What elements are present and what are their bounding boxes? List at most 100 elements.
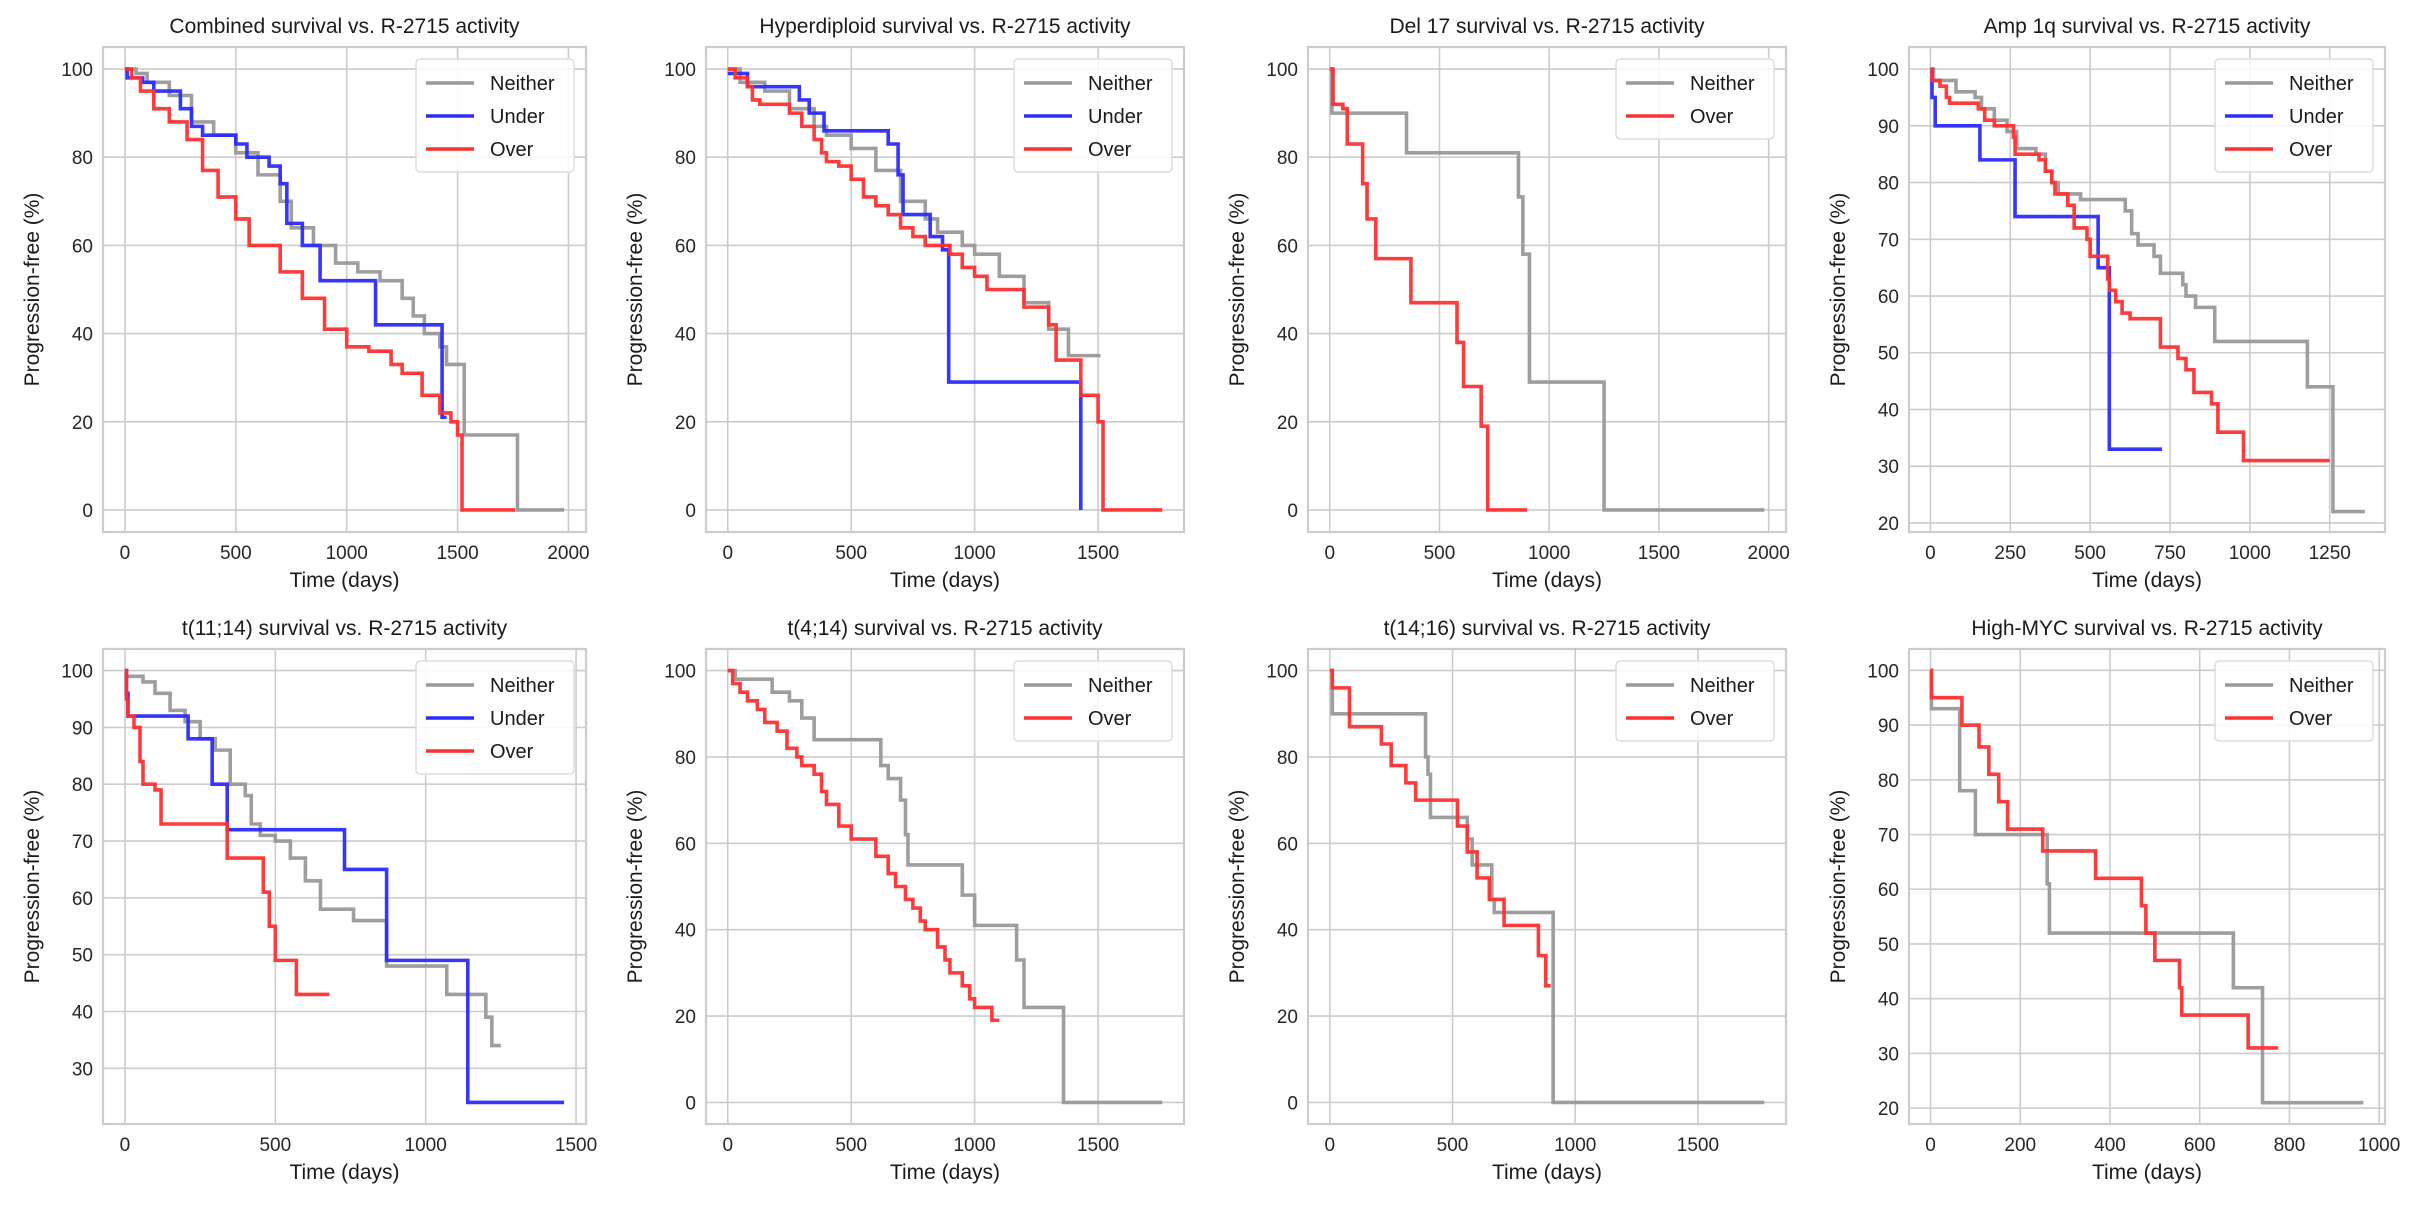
y-tick-label: 90 — [72, 718, 93, 739]
legend-box — [2214, 660, 2374, 742]
y-tick-label: 20 — [1277, 1007, 1298, 1028]
x-axis-label: Time (days) — [289, 569, 399, 592]
axes-frame — [101, 45, 588, 534]
y-axis-label: Progression-free (%) — [624, 193, 647, 387]
series-line-neither — [1930, 67, 2365, 514]
x-axis-label: Time (days) — [1492, 569, 1602, 592]
y-tick-label: 20 — [1277, 413, 1298, 434]
y-tick-label: 60 — [72, 889, 93, 910]
x-tick-label: 0 — [120, 543, 131, 564]
series-line-neither — [727, 668, 1163, 1105]
axes-frame — [704, 45, 1186, 534]
x-tick-label: 2000 — [1748, 543, 1790, 564]
y-tick-label: 100 — [61, 60, 93, 81]
series-line-under — [727, 71, 1083, 510]
x-tick-label: 1500 — [1077, 1135, 1119, 1156]
legend-box — [415, 58, 575, 173]
axes-frame — [1306, 45, 1788, 534]
legend-box — [1013, 58, 1173, 173]
series-line-over — [727, 668, 1000, 1023]
y-tick-label: 40 — [72, 1003, 93, 1024]
subplot-5: 0 500 1000 1500 30 40 50 60 70 80 90 100 t(11;14) su… — [21, 617, 597, 1184]
y-tick-label: 60 — [72, 236, 93, 257]
y-tick-label: 80 — [675, 148, 696, 169]
y-tick-label: 40 — [675, 325, 696, 346]
x-tick-label: 500 — [259, 1135, 291, 1156]
legend: Neither Under Over — [415, 58, 575, 173]
y-tick-label: 40 — [1277, 921, 1298, 942]
y-tick-label: 30 — [72, 1059, 93, 1080]
x-tick-label: 1500 — [1638, 543, 1680, 564]
y-tick-label: 100 — [664, 662, 696, 683]
y-axis-label: Progression-free (%) — [1827, 193, 1850, 387]
y-axis-label: Progression-free (%) — [624, 790, 647, 984]
y-tick-label: 20 — [675, 1007, 696, 1028]
x-tick-label: 600 — [2184, 1135, 2216, 1156]
y-tick-label: 100 — [1266, 60, 1298, 81]
x-tick-label: 1000 — [953, 543, 995, 564]
legend-label: Neither — [1088, 675, 1153, 697]
x-axis-label: Time (days) — [890, 569, 1000, 592]
y-tick-label: 40 — [72, 325, 93, 346]
legend-label: Under — [1088, 106, 1143, 128]
x-tick-label: 800 — [2274, 1135, 2306, 1156]
axes-frame — [1306, 647, 1788, 1126]
legend-label: Under — [490, 106, 545, 128]
y-tick-label: 80 — [72, 775, 93, 796]
y-tick-label: 80 — [1878, 174, 1899, 195]
x-tick-label: 0 — [1925, 1135, 1936, 1156]
chart-title: Hyperdiploid survival vs. R-2715 activit… — [759, 15, 1131, 38]
axes-frame — [1907, 45, 2387, 534]
y-tick-label: 70 — [72, 832, 93, 853]
y-tick-label: 60 — [675, 236, 696, 257]
x-tick-label: 1000 — [953, 1135, 995, 1156]
x-tick-label: 400 — [2094, 1135, 2126, 1156]
x-tick-label: 1500 — [436, 543, 478, 564]
legend-label: Over — [1088, 139, 1132, 161]
y-tick-label: 20 — [72, 413, 93, 434]
chart-title: Amp 1q survival vs. R-2715 activity — [1984, 15, 2311, 38]
legend-label: Neither — [2289, 73, 2354, 95]
x-tick-label: 1000 — [2358, 1135, 2400, 1156]
x-tick-label: 500 — [220, 543, 252, 564]
x-tick-label: 0 — [722, 1135, 733, 1156]
legend: Neither Under Over — [1013, 58, 1173, 173]
y-axis-label: Progression-free (%) — [21, 790, 44, 984]
y-tick-label: 30 — [1878, 457, 1899, 478]
y-tick-label: 30 — [1878, 1044, 1899, 1065]
x-axis-label: Time (days) — [2092, 1161, 2202, 1184]
axes-frame — [704, 647, 1186, 1126]
y-tick-label: 70 — [1878, 826, 1899, 847]
series-line-over — [1329, 668, 1551, 988]
series-line-under — [124, 67, 447, 420]
y-tick-label: 0 — [82, 501, 93, 522]
y-axis-label: Progression-free (%) — [21, 193, 44, 387]
y-tick-label: 100 — [61, 662, 93, 683]
subplot-2: 0 500 1000 1500 0 20 40 60 80 100 Hyperdiploid sur… — [624, 15, 1186, 592]
x-tick-label: 500 — [1424, 543, 1456, 564]
x-tick-label: 1000 — [1554, 1135, 1596, 1156]
y-tick-label: 100 — [1867, 661, 1899, 682]
legend-label: Over — [1690, 708, 1734, 730]
legend-box — [1013, 660, 1173, 742]
legend-label: Neither — [490, 675, 555, 697]
x-tick-label: 0 — [1324, 543, 1335, 564]
x-tick-label: 500 — [1437, 1135, 1469, 1156]
x-tick-label: 1500 — [555, 1135, 597, 1156]
x-tick-label: 750 — [2154, 543, 2186, 564]
series-line-over — [124, 67, 516, 512]
legend-box — [1615, 58, 1775, 140]
legend: Neither Over — [1615, 58, 1775, 140]
subplot-7: 0 500 1000 1500 0 20 40 60 80 100 t(14;16) surviva… — [1226, 617, 1788, 1184]
y-tick-label: 60 — [675, 834, 696, 855]
y-tick-label: 60 — [1878, 287, 1899, 308]
series-line-over — [727, 67, 1163, 512]
axes-frame — [101, 647, 588, 1126]
legend: Neither Over — [2214, 660, 2374, 742]
chart-title: t(4;14) survival vs. R-2715 activity — [787, 617, 1103, 640]
y-tick-label: 100 — [664, 60, 696, 81]
y-tick-label: 80 — [1277, 148, 1298, 169]
y-tick-label: 40 — [1878, 400, 1899, 421]
y-tick-label: 50 — [1878, 935, 1899, 956]
y-tick-label: 80 — [1878, 771, 1899, 792]
